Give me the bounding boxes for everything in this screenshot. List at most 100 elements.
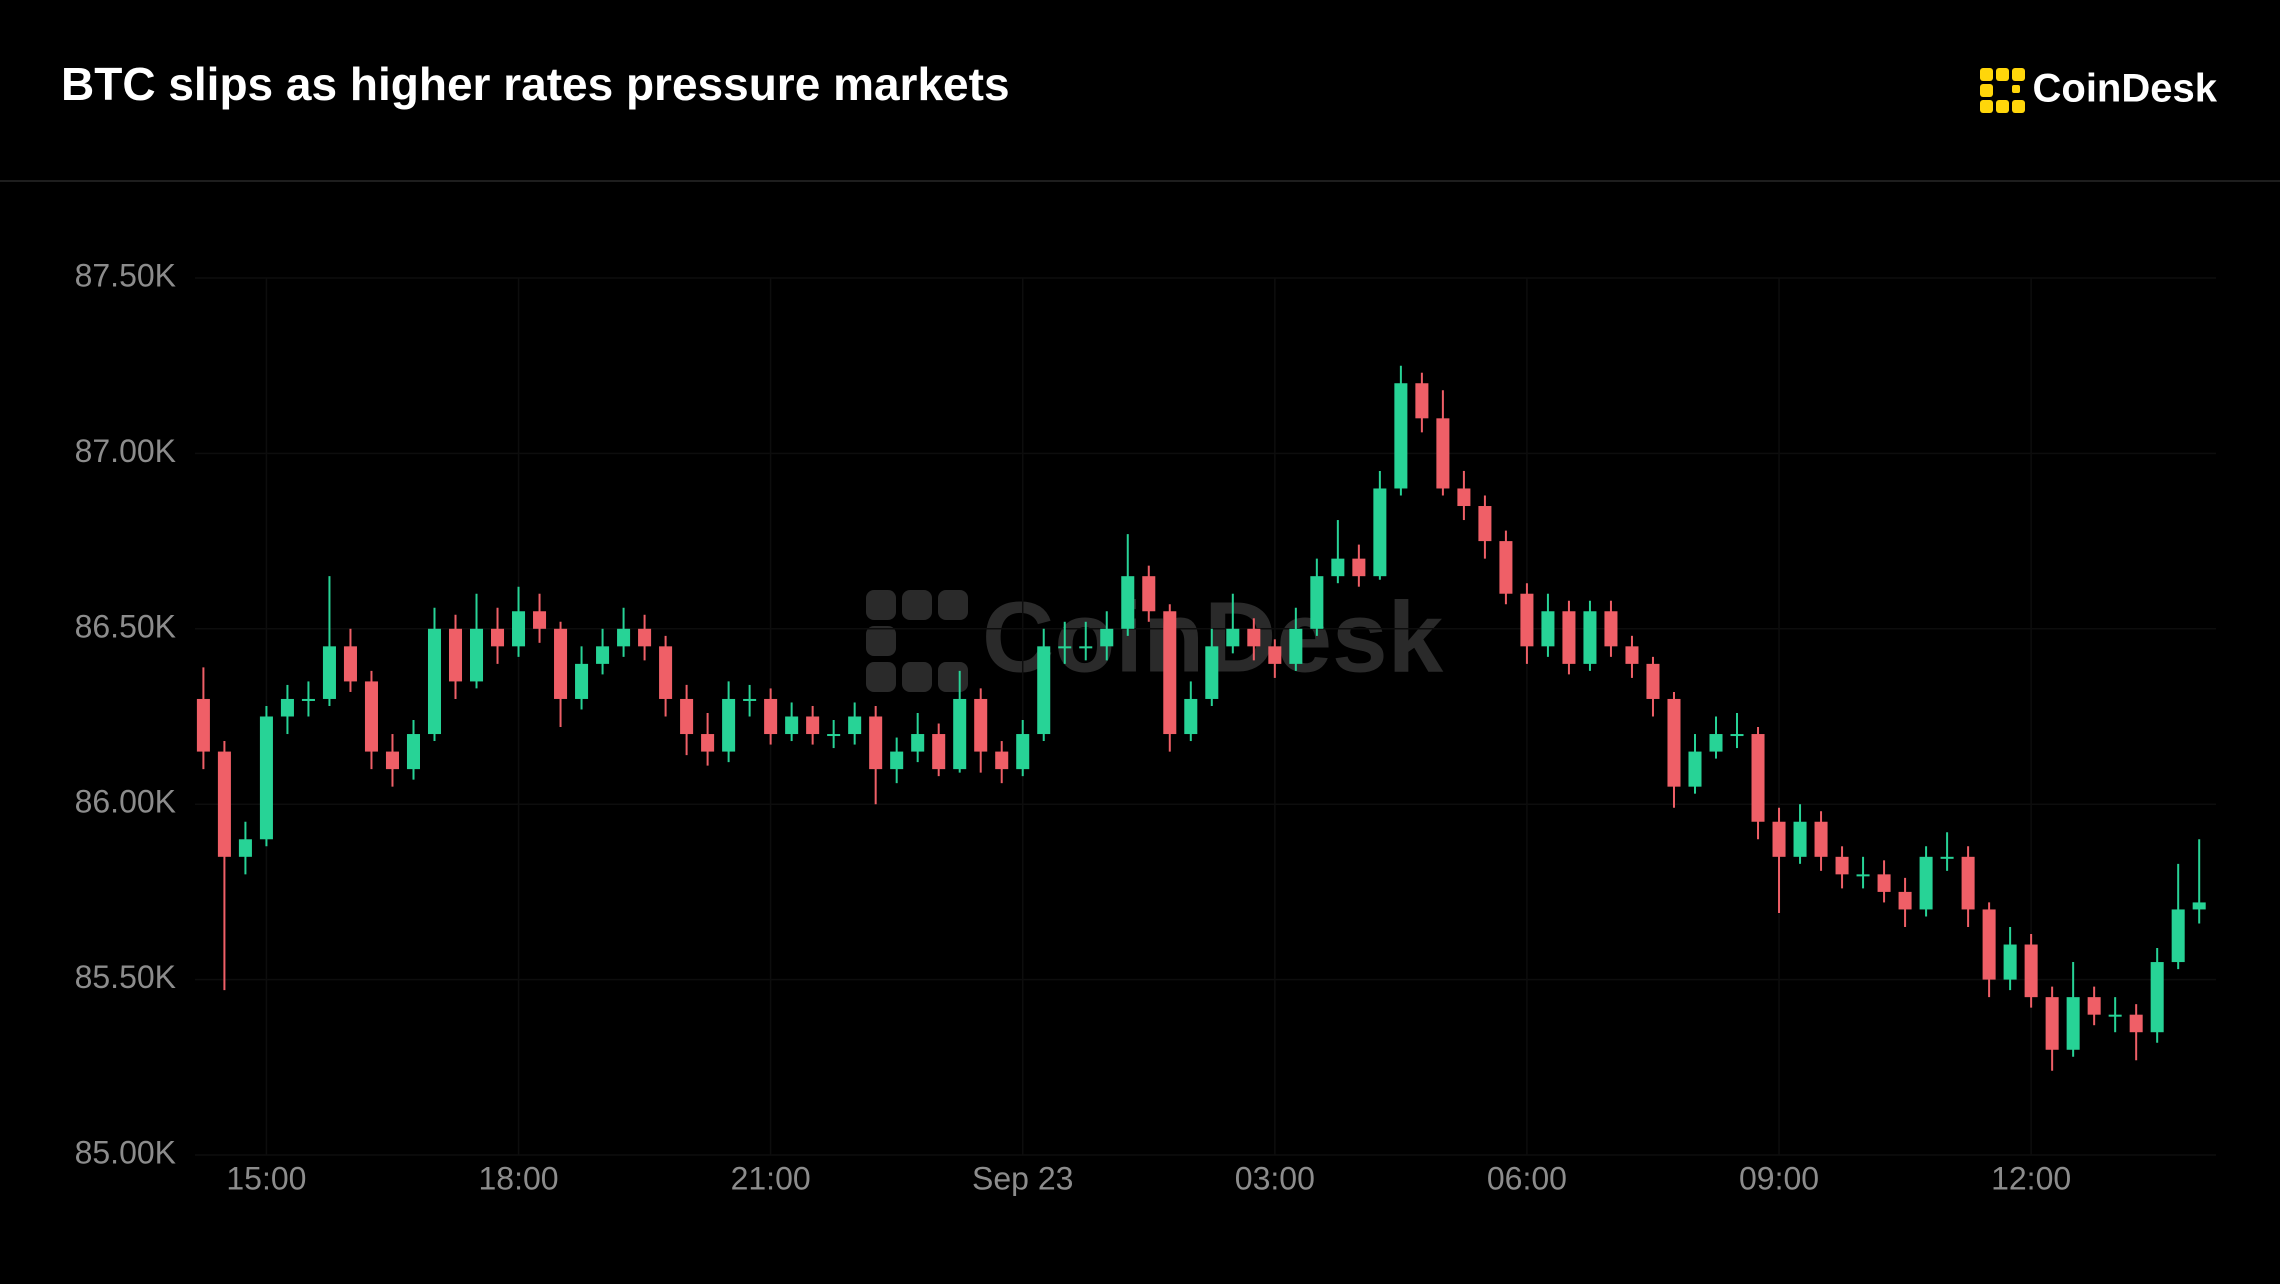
- candle-body: [2129, 1014, 2143, 1033]
- candle-body: [2066, 997, 2080, 1050]
- plot: 85.00K 85.50K 86.00K 86.50K 87.00K 87.50K 15:0…: [75, 257, 2216, 1196]
- candle-body: [1940, 856, 1954, 859]
- x-tick-label: 18:00: [478, 1160, 558, 1196]
- candle-body: [848, 716, 862, 735]
- candle-body: [238, 839, 252, 857]
- y-tick-label: 86.50K: [75, 608, 176, 644]
- x-tick-label: 21:00: [731, 1160, 811, 1196]
- candle-body: [722, 698, 736, 752]
- candle-body: [638, 628, 652, 647]
- candle-body: [680, 698, 694, 735]
- y-tick-label: 85.50K: [75, 959, 176, 995]
- candle-body: [280, 698, 294, 717]
- candle-body: [1058, 646, 1072, 649]
- candle-body: [1415, 383, 1429, 419]
- candle-body: [1646, 663, 1660, 699]
- candle-body: [1814, 821, 1828, 857]
- candle-body: [406, 734, 420, 770]
- y-tick-label: 86.00K: [75, 784, 176, 820]
- x-tick-label: 12:00: [1991, 1160, 2071, 1196]
- candle-body: [743, 698, 757, 701]
- candle-body: [385, 751, 399, 770]
- candle-body: [1919, 856, 1933, 910]
- candle-body: [1625, 646, 1639, 664]
- candle-body: [701, 734, 715, 752]
- candle-body: [554, 628, 568, 699]
- candle-body: [533, 611, 547, 629]
- candle-body: [1247, 628, 1261, 647]
- candle-body: [911, 734, 925, 752]
- candle-body: [827, 734, 841, 737]
- candle-body: [448, 628, 463, 682]
- candle-body: [301, 698, 315, 701]
- chart-title: BTC slips as higher rates pressure marke…: [61, 58, 1010, 110]
- candle-body: [1163, 611, 1177, 735]
- candle-body: [1436, 418, 1450, 489]
- logo-text: CoinDesk: [2033, 67, 2218, 111]
- candle-body: [596, 646, 610, 664]
- candle-body: [1856, 874, 1870, 877]
- candle-body: [890, 751, 904, 770]
- candle-body: [1583, 611, 1597, 664]
- logo-icon: [1980, 68, 2025, 113]
- candle-body: [1478, 506, 1492, 542]
- candle-body: [1751, 734, 1765, 822]
- candle-body: [1961, 856, 1975, 910]
- candle-body: [512, 611, 526, 647]
- candle-body: [1226, 628, 1240, 647]
- candle-body: [1310, 576, 1324, 629]
- candle-body: [1730, 734, 1744, 737]
- candle-body: [1205, 646, 1219, 699]
- candle-body: [1793, 821, 1807, 857]
- candle-body: [2150, 962, 2164, 1033]
- candle-body: [1604, 611, 1618, 647]
- candle-body: [1394, 383, 1408, 489]
- candle-body: [932, 734, 946, 770]
- candle-body: [1352, 558, 1366, 577]
- candle-body: [2192, 902, 2206, 910]
- candle-body: [259, 716, 273, 840]
- candle-body: [1016, 734, 1030, 770]
- candle-body: [1457, 488, 1471, 507]
- candle-body: [953, 698, 967, 770]
- candle-body: [617, 628, 631, 647]
- candle-body: [1541, 611, 1555, 647]
- candle-body: [1184, 698, 1198, 735]
- candle-body: [1499, 541, 1513, 594]
- candle-body: [1268, 646, 1282, 664]
- candle-body: [1037, 646, 1051, 735]
- candle-body: [1142, 576, 1156, 612]
- candle-body: [469, 628, 484, 682]
- x-tick-label: Sep 23: [972, 1160, 1073, 1196]
- candle-body: [427, 628, 442, 735]
- candle-body: [2024, 944, 2038, 998]
- candle-body: [2003, 944, 2017, 980]
- candle-body: [2045, 997, 2059, 1050]
- candle-body: [1772, 821, 1786, 857]
- candle-body: [196, 698, 210, 752]
- candle-body: [869, 716, 883, 770]
- candle-body: [1373, 488, 1387, 577]
- candle-body: [343, 646, 357, 682]
- candle-body: [785, 716, 799, 735]
- candle-body: [764, 698, 778, 735]
- candle-body: [1667, 698, 1681, 787]
- candle-body: [1520, 593, 1534, 647]
- y-tick-label: 87.00K: [75, 433, 176, 469]
- candle-body: [806, 716, 820, 735]
- candle-body: [659, 646, 673, 699]
- x-tick-label: 09:00: [1739, 1160, 1819, 1196]
- candle-body: [1982, 909, 1996, 980]
- candle-body: [995, 751, 1009, 770]
- x-tick-label: 06:00: [1487, 1160, 1567, 1196]
- candle-body: [1289, 628, 1303, 664]
- candle-body: [217, 751, 231, 857]
- candle-body: [1079, 646, 1093, 649]
- candle-body: [1898, 891, 1912, 910]
- candle-body: [974, 698, 988, 752]
- candle-body: [1331, 558, 1345, 577]
- candle-body: [1835, 856, 1849, 875]
